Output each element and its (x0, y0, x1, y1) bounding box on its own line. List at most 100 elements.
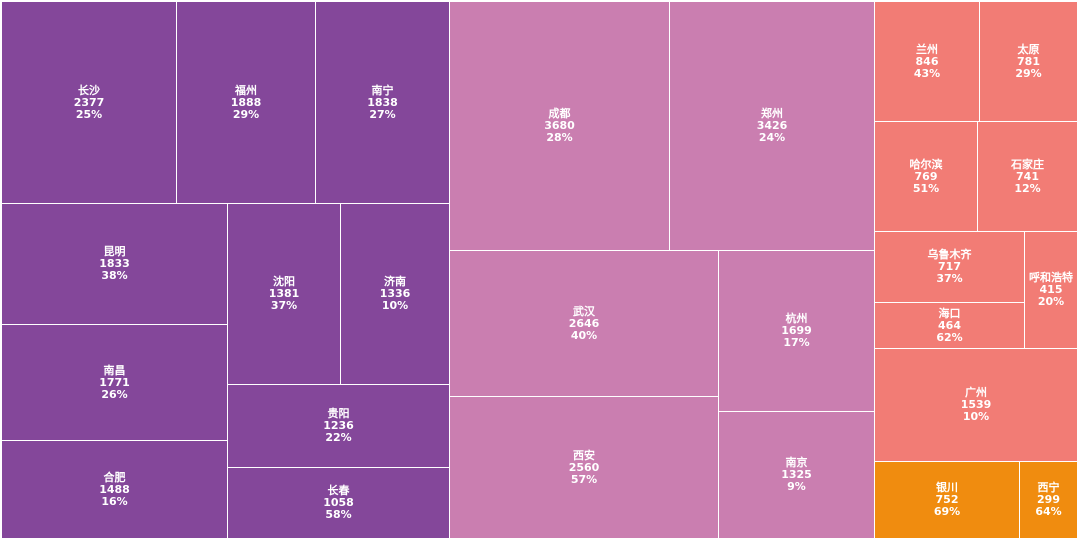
cell-name-label: 呼和浩特 (1029, 271, 1073, 284)
cell-value-label: 752 (935, 493, 959, 506)
treemap-cell: 郑州 3426 24% (670, 2, 875, 251)
cell-name-label: 银川 (936, 481, 958, 494)
cell-value-label: 1699 (781, 324, 812, 337)
cell-percent-label: 20% (1037, 295, 1065, 308)
treemap-cell: 海口 464 62% (875, 303, 1025, 349)
cell-value-label: 769 (914, 169, 938, 183)
cell-value-label: 3426 (756, 119, 788, 132)
cell-name-label: 南京 (785, 456, 808, 469)
cell-value-label: 2377 (73, 95, 105, 109)
cell-name-label: 杭州 (785, 312, 808, 325)
treemap-cell: 长沙 2377 25% (2, 2, 177, 204)
treemap-cell: 合肥 1488 16% (2, 441, 228, 539)
cell-percent-label: 10% (381, 299, 409, 312)
cell-value-label: 1236 (323, 419, 354, 432)
cell-percent-label: 38% (101, 269, 128, 282)
treemap-cell: 杭州 1699 17% (719, 251, 875, 412)
cell-name-label: 海口 (938, 306, 961, 320)
treemap-cell: 南京 1325 9% (719, 412, 875, 539)
treemap-cell: 成都 3680 28% (450, 2, 670, 251)
cell-percent-label: 43% (913, 66, 941, 80)
cell-value-label: 1325 (781, 468, 812, 481)
treemap-cell: 南昌 1771 26% (2, 325, 228, 441)
cell-value-label: 781 (1017, 54, 1040, 68)
cell-value-label: 1539 (960, 398, 992, 411)
treemap-cell: 哈尔滨 769 51% (875, 122, 978, 232)
treemap-cell: 福州 1888 29% (177, 2, 316, 204)
cell-percent-label: 69% (933, 505, 961, 518)
cell-percent-label: 29% (1015, 66, 1042, 80)
cell-name-label: 济南 (384, 275, 406, 288)
treemap-cell: 昆明 1833 38% (2, 204, 228, 325)
cell-percent-label: 57% (570, 472, 598, 486)
treemap-cell: 兰州 846 43% (875, 2, 980, 122)
cell-percent-label: 12% (1014, 181, 1041, 195)
cell-percent-label: 51% (912, 181, 940, 195)
cell-value-label: 717 (938, 260, 961, 273)
treemap-cell: 银川 752 69% (875, 462, 1020, 539)
treemap-cell: 太原 781 29% (980, 2, 1078, 122)
cell-name-label: 西宁 (1037, 481, 1060, 494)
cell-name-label: 哈尔滨 (909, 157, 943, 171)
treemap-cell: 西安 2560 57% (450, 397, 719, 539)
cell-value-label: 2560 (568, 460, 600, 474)
cell-percent-label: 27% (369, 107, 396, 121)
treemap-cell: 武汉 2646 40% (450, 251, 719, 397)
cell-value-label: 1838 (367, 95, 398, 109)
cell-name-label: 昆明 (103, 245, 126, 258)
cell-percent-label: 37% (270, 299, 298, 312)
treemap-cell: 乌鲁木齐 717 37% (875, 232, 1025, 303)
cell-name-label: 石家庄 (1011, 157, 1044, 171)
cell-percent-label: 58% (325, 508, 352, 521)
cell-percent-label: 26% (101, 387, 128, 401)
treemap-cell: 呼和浩特 415 20% (1025, 232, 1078, 349)
cell-percent-label: 40% (570, 328, 598, 342)
cell-name-label: 沈阳 (273, 275, 295, 288)
cell-name-label: 南宁 (371, 83, 394, 97)
treemap-cell: 南宁 1838 27% (316, 2, 450, 204)
cell-value-label: 1381 (268, 287, 300, 300)
cell-value-label: 2646 (568, 316, 600, 330)
cell-name-label: 成都 (548, 107, 571, 120)
treemap-cell: 济南 1336 10% (341, 204, 450, 385)
cell-name-label: 福州 (235, 83, 257, 97)
treemap-cell: 沈阳 1381 37% (228, 204, 341, 385)
cell-value-label: 1058 (323, 496, 354, 509)
treemap-cell: 西宁 299 64% (1020, 462, 1078, 539)
cell-value-label: 1888 (230, 95, 262, 109)
cell-value-label: 1833 (99, 257, 130, 270)
cell-percent-label: 10% (962, 410, 990, 423)
cell-name-label: 长沙 (78, 83, 100, 97)
treemap-cell: 长春 1058 58% (228, 468, 450, 539)
cell-percent-label: 64% (1035, 505, 1062, 518)
cell-name-label: 郑州 (761, 107, 783, 120)
cell-name-label: 南昌 (103, 363, 126, 377)
cell-name-label: 太原 (1017, 42, 1040, 56)
cell-value-label: 415 (1039, 283, 1063, 296)
cell-value-label: 1336 (379, 287, 411, 300)
cell-percent-label: 9% (787, 480, 806, 493)
cell-value-label: 464 (938, 318, 961, 332)
cell-percent-label: 29% (232, 107, 260, 121)
cell-name-label: 贵阳 (327, 407, 350, 420)
cell-percent-label: 28% (546, 131, 573, 144)
cell-name-label: 广州 (965, 386, 987, 399)
treemap-cell: 贵阳 1236 22% (228, 385, 450, 468)
cell-percent-label: 25% (75, 107, 103, 121)
cell-percent-label: 22% (325, 431, 352, 444)
cell-name-label: 武汉 (573, 304, 595, 318)
cell-name-label: 乌鲁木齐 (927, 248, 972, 261)
cell-name-label: 合肥 (103, 470, 126, 484)
cell-value-label: 299 (1037, 493, 1060, 506)
cell-name-label: 西安 (573, 448, 595, 462)
cell-value-label: 1771 (99, 375, 130, 389)
cell-percent-label: 17% (783, 336, 810, 349)
cell-value-label: 846 (915, 54, 939, 68)
cell-percent-label: 24% (758, 131, 786, 144)
cell-value-label: 1488 (99, 482, 130, 496)
cell-value-label: 3680 (544, 119, 575, 132)
cell-percent-label: 16% (101, 494, 128, 508)
cell-name-label: 长春 (327, 484, 350, 497)
cell-value-label: 741 (1016, 169, 1039, 183)
